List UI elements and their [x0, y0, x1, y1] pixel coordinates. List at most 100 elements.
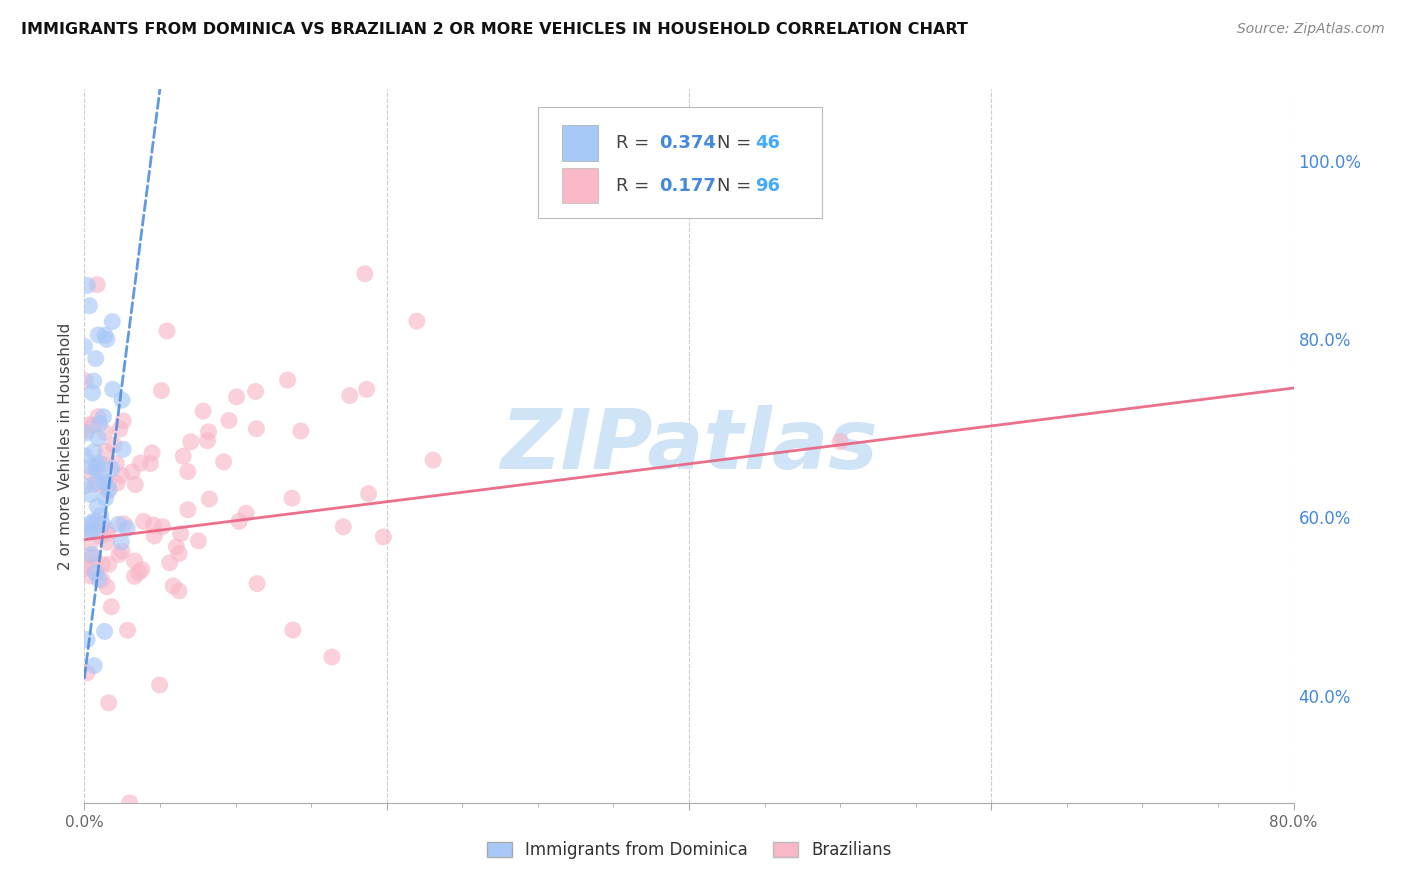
Point [143, 529, 166, 543]
Point [79, 459, 101, 474]
Point [100, 599, 122, 614]
Point [75, 374, 97, 388]
Point [96, 523, 118, 537]
Point [82, 418, 104, 433]
Point [245, 422, 267, 436]
Point [87, 327, 110, 342]
Point [83, 549, 105, 564]
Point [112, 442, 135, 457]
Text: R =: R = [616, 177, 655, 194]
Point [93, 409, 115, 424]
Point [246, 576, 269, 591]
Point [97, 476, 120, 491]
Point [75, 479, 97, 493]
Point [148, 678, 170, 692]
Point [141, 446, 163, 460]
Point [121, 465, 143, 479]
Point [103, 438, 125, 452]
Y-axis label: 2 or more Vehicles in Household: 2 or more Vehicles in Household [58, 322, 73, 570]
Point [76, 278, 98, 293]
Point [86, 566, 108, 580]
Point [79, 524, 101, 538]
Point [101, 315, 124, 329]
Point [128, 566, 150, 580]
Point [97, 696, 120, 710]
Point [111, 544, 134, 558]
Point [177, 465, 200, 479]
Point [79, 569, 101, 583]
Point [110, 535, 132, 549]
Point [139, 457, 162, 471]
Point [132, 515, 155, 529]
Point [235, 506, 257, 520]
Point [79, 487, 101, 501]
Point [162, 579, 184, 593]
Point [79, 520, 101, 534]
Point [91, 558, 114, 572]
Point [87, 409, 110, 424]
Point [86, 475, 108, 489]
Point [245, 384, 267, 399]
Point [96, 333, 118, 347]
Point [84, 566, 107, 580]
Point [79, 516, 101, 531]
Point [94, 491, 117, 506]
Point [80, 467, 103, 481]
Point [98, 558, 121, 572]
Point [83, 444, 105, 458]
Text: ZIPatlas: ZIPatlas [501, 406, 877, 486]
Point [97, 483, 120, 498]
Point [357, 487, 380, 501]
Point [112, 414, 135, 428]
Point [142, 518, 165, 533]
Point [86, 462, 108, 476]
Point [198, 491, 221, 506]
Point [86, 514, 108, 528]
Point [91, 573, 114, 587]
Bar [562, 125, 599, 161]
Legend: Immigrants from Dominica, Brazilians: Immigrants from Dominica, Brazilians [479, 835, 898, 866]
Text: 96: 96 [755, 177, 780, 194]
Point [87, 431, 110, 445]
Point [110, 468, 132, 483]
Point [80, 547, 103, 561]
Point [165, 540, 187, 554]
Point [124, 554, 146, 568]
Text: N =: N = [717, 177, 756, 194]
Point [156, 324, 179, 338]
Point [90, 508, 112, 523]
Point [93, 624, 115, 639]
Point [117, 624, 139, 638]
Point [290, 424, 312, 438]
Point [76, 632, 98, 647]
Text: 46: 46 [755, 134, 780, 152]
Point [277, 373, 299, 387]
Point [93, 475, 115, 490]
Point [83, 514, 105, 528]
Point [105, 476, 128, 491]
Point [177, 503, 200, 517]
Point [170, 526, 193, 541]
Point [105, 457, 128, 471]
Point [76, 665, 98, 680]
Point [94, 474, 117, 488]
Point [180, 434, 202, 449]
Text: Source: ZipAtlas.com: Source: ZipAtlas.com [1237, 22, 1385, 37]
Point [152, 519, 174, 533]
Point [356, 382, 378, 396]
Point [124, 477, 146, 491]
Point [86, 277, 108, 292]
Point [87, 456, 110, 470]
Point [79, 299, 101, 313]
Point [84, 459, 107, 474]
Point [281, 623, 304, 637]
Point [187, 533, 209, 548]
Text: N =: N = [717, 134, 756, 152]
Point [212, 455, 235, 469]
Point [86, 458, 108, 473]
Point [101, 382, 124, 396]
Point [225, 390, 247, 404]
Point [197, 425, 219, 439]
Point [167, 546, 190, 560]
Point [321, 650, 343, 665]
